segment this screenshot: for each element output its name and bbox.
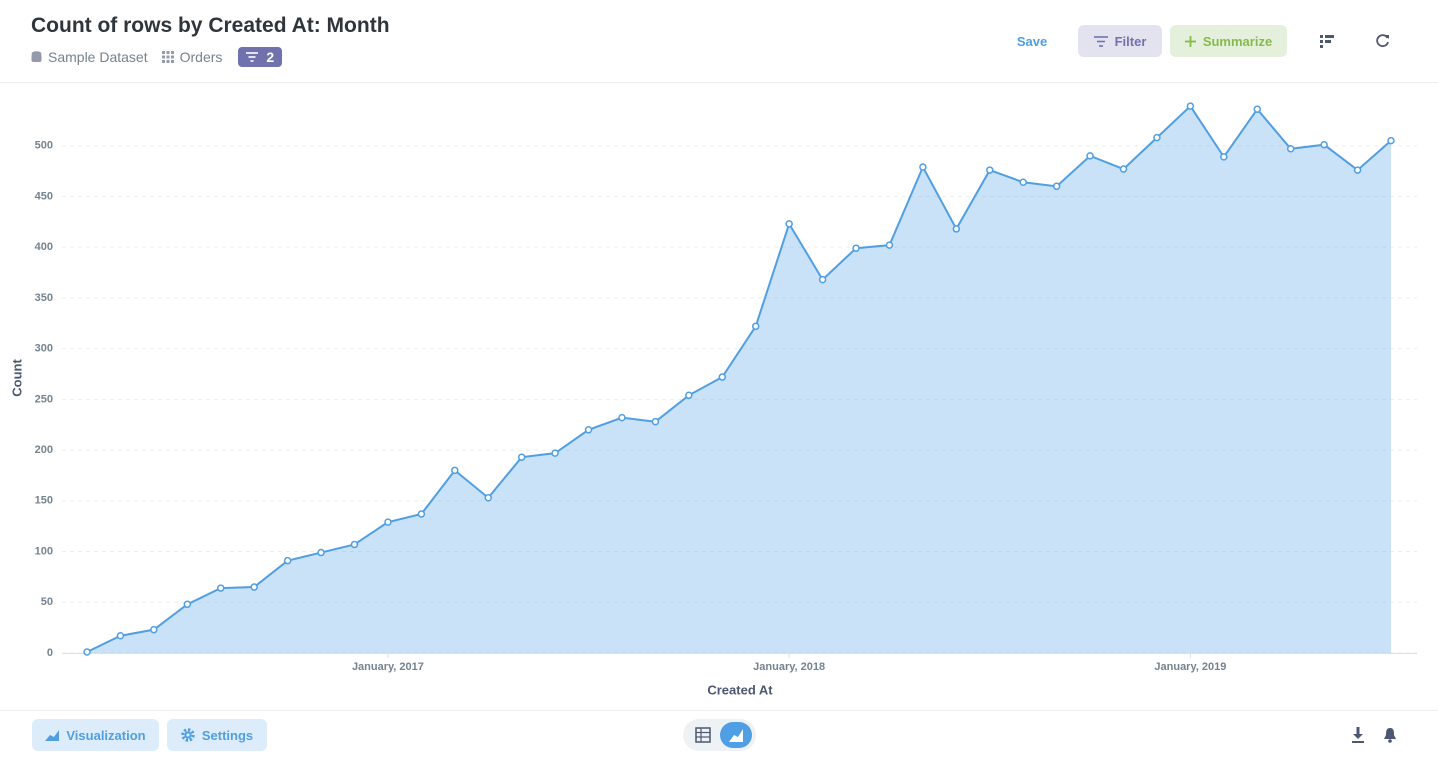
point xyxy=(83,648,91,656)
settings-label: Settings xyxy=(201,727,254,743)
filter-button[interactable]: Filter xyxy=(1078,25,1162,57)
visualization-button[interactable]: Visualization xyxy=(32,719,159,751)
x-tick-label: January, 2019 xyxy=(1154,661,1226,673)
y-tick-label: 350 xyxy=(35,292,53,304)
table-icon xyxy=(161,51,174,63)
notebook-icon[interactable] xyxy=(1320,34,1334,48)
y-tick-label: 450 xyxy=(35,190,53,202)
point xyxy=(384,518,392,526)
chart-view-icon xyxy=(729,729,743,742)
point xyxy=(216,584,225,592)
breadcrumb: Sample Dataset Orders 2 xyxy=(31,47,283,67)
point xyxy=(350,540,359,549)
y-tick-label: 50 xyxy=(41,596,53,608)
settings-button[interactable]: Settings xyxy=(167,719,267,751)
x-axis-label: Created At xyxy=(707,682,773,697)
point xyxy=(785,220,793,228)
point xyxy=(1353,166,1362,174)
point xyxy=(1387,136,1395,145)
refresh-icon[interactable] xyxy=(1376,34,1390,48)
y-tick-label: 400 xyxy=(35,241,53,253)
point xyxy=(451,466,459,475)
table-link[interactable]: Orders xyxy=(179,49,223,65)
y-tick-label: 0 xyxy=(47,647,53,659)
point xyxy=(885,241,894,249)
point xyxy=(1153,133,1161,142)
summarize-button[interactable]: Summarize xyxy=(1170,25,1287,57)
point xyxy=(517,453,526,461)
chart-view-toggle[interactable] xyxy=(720,722,752,748)
point xyxy=(183,600,192,609)
point xyxy=(1220,153,1228,161)
x-tick-label: January, 2017 xyxy=(352,661,424,673)
point xyxy=(685,391,693,400)
point xyxy=(919,163,927,171)
save-label: Save xyxy=(1016,33,1048,49)
point xyxy=(751,322,760,331)
filter-icon xyxy=(1093,35,1108,47)
table-view-icon[interactable] xyxy=(695,727,711,743)
save-button[interactable]: Save xyxy=(1006,25,1058,57)
point xyxy=(818,275,827,284)
y-tick-label: 200 xyxy=(35,444,53,456)
filter-icon xyxy=(246,52,259,62)
point xyxy=(1052,182,1061,191)
area xyxy=(87,106,1391,653)
point xyxy=(852,244,860,252)
point xyxy=(1253,105,1262,113)
view-toggle xyxy=(683,719,756,751)
y-tick-label: 150 xyxy=(35,495,53,507)
point xyxy=(1320,140,1328,149)
y-tick-label: 250 xyxy=(35,393,53,405)
plus-icon xyxy=(1184,35,1196,47)
point xyxy=(150,625,158,634)
area-icon xyxy=(45,729,60,741)
gear-icon xyxy=(181,728,195,742)
point xyxy=(116,632,125,640)
x-tick-label: January, 2018 xyxy=(753,661,825,673)
dataset-link[interactable]: Sample Dataset xyxy=(48,49,148,65)
y-tick-label: 300 xyxy=(35,343,53,355)
point xyxy=(317,548,325,557)
database-icon xyxy=(31,51,42,62)
y-tick-label: 100 xyxy=(35,545,53,557)
point xyxy=(484,494,492,502)
download-icon[interactable] xyxy=(1351,727,1365,743)
y-axis-label: Count xyxy=(9,359,24,397)
visualization-label: Visualization xyxy=(66,727,146,743)
point xyxy=(1286,145,1295,153)
point xyxy=(618,413,626,422)
point xyxy=(283,556,292,565)
filter-count: 2 xyxy=(266,49,275,65)
point xyxy=(417,510,426,518)
point xyxy=(1119,165,1128,173)
point xyxy=(718,373,727,381)
y-tick-label: 500 xyxy=(35,140,53,152)
filter-badge[interactable]: 2 xyxy=(238,47,283,67)
point xyxy=(1086,152,1094,160)
point xyxy=(651,417,660,426)
filter-label: Filter xyxy=(1114,33,1147,49)
point xyxy=(551,449,559,457)
summarize-label: Summarize xyxy=(1202,33,1273,49)
alert-icon[interactable] xyxy=(1383,727,1397,743)
line xyxy=(86,104,1392,653)
point xyxy=(584,426,593,434)
point xyxy=(1019,178,1027,187)
title: Count of rows by Created At: Month xyxy=(31,14,390,37)
point xyxy=(1186,102,1195,110)
point xyxy=(250,583,258,591)
point xyxy=(986,166,994,174)
point xyxy=(952,225,961,233)
